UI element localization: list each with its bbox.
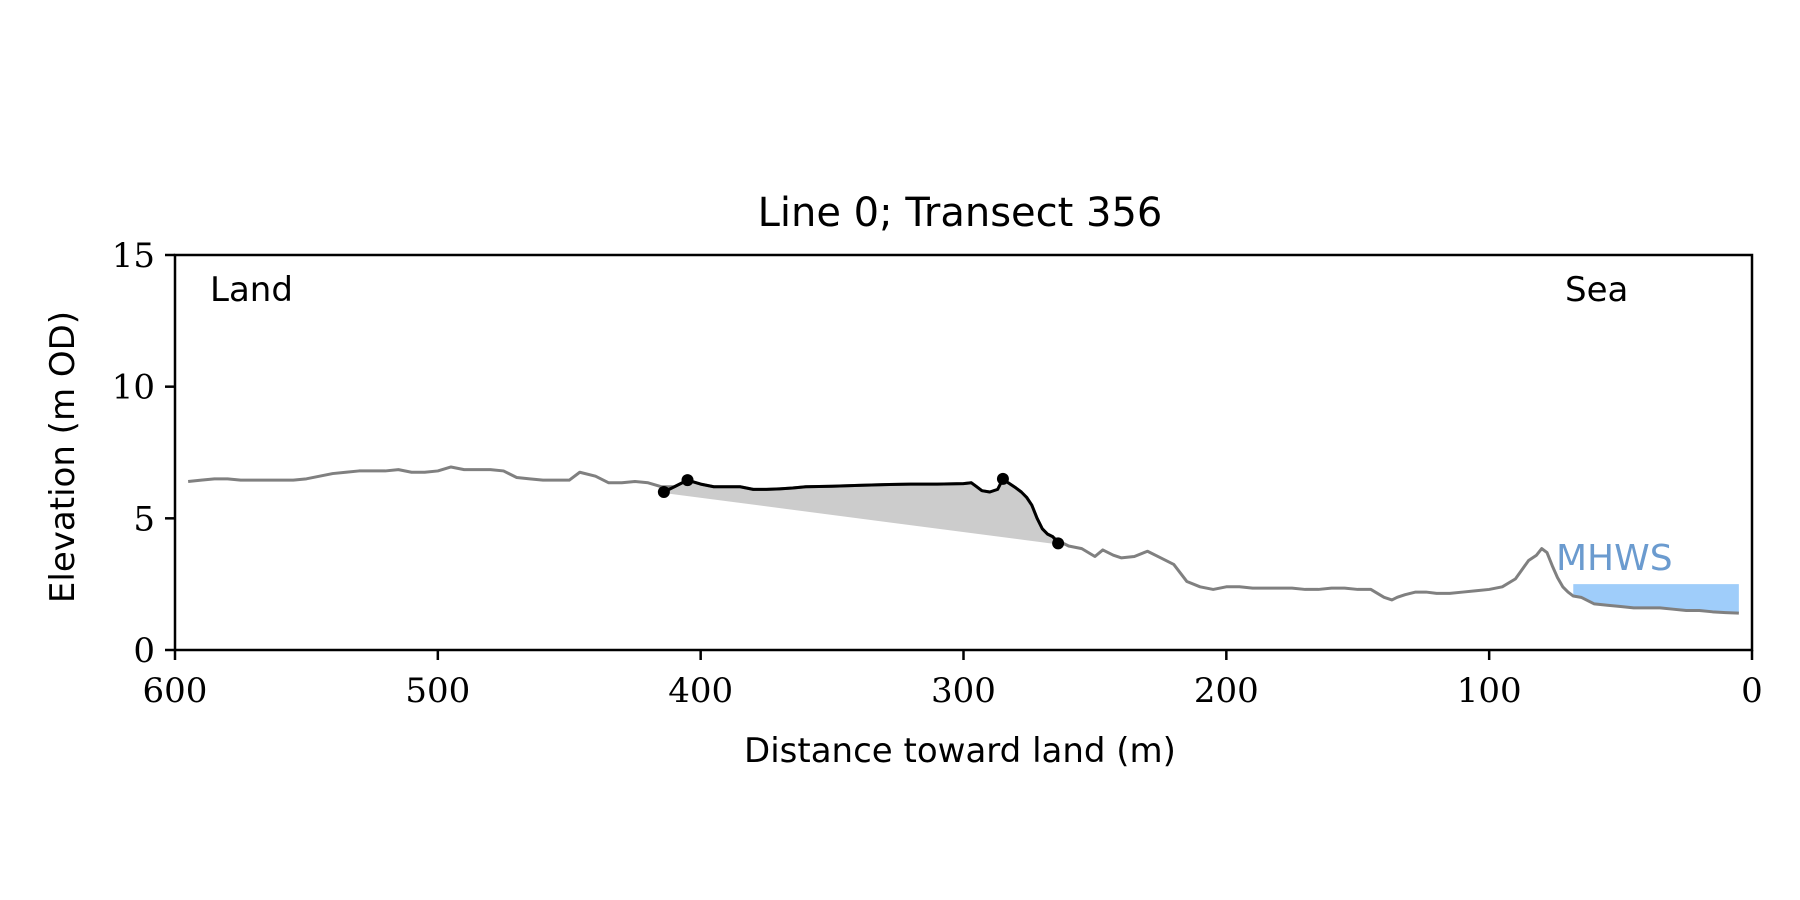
dune-marker-0 — [657, 486, 670, 498]
x-tick-label-600: 600 — [143, 671, 208, 711]
x-tick-label-400: 400 — [668, 671, 733, 711]
marker-layer — [657, 472, 1065, 550]
dune-marker-2 — [996, 472, 1009, 485]
y-axis: 0 5 10 15 — [112, 236, 175, 671]
plot-frame — [173, 253, 1754, 652]
y-tick-label-0: 0 — [133, 631, 155, 671]
dune-volume-fill — [663, 478, 1059, 544]
x-axis-label: Distance toward land (m) — [744, 731, 1176, 771]
dune-marker-1 — [681, 474, 694, 487]
y-axis-label: Elevation (m OD) — [43, 311, 83, 603]
chart-title: Line 0; Transect 356 — [758, 190, 1163, 236]
plot-area — [173, 253, 1754, 652]
dune-marker-3 — [1052, 537, 1065, 550]
dune-line — [663, 477, 1060, 545]
x-tick-label-500: 500 — [405, 671, 470, 711]
x-tick-label-200: 200 — [1194, 671, 1259, 711]
x-tick-label-300: 300 — [931, 671, 996, 711]
x-axis: 600 500 400 300 200 100 0 — [143, 650, 1763, 711]
x-tick-label-0: 0 — [1741, 671, 1763, 711]
y-tick-label-15: 15 — [112, 236, 155, 276]
y-tick-label-10: 10 — [112, 368, 155, 408]
sea-annotation: Sea — [1565, 270, 1628, 310]
line-layer — [187, 465, 1739, 615]
y-tick-label-5: 5 — [133, 499, 155, 539]
dune-toe-line — [663, 491, 1059, 545]
x-tick-label-100: 100 — [1457, 671, 1522, 711]
land-annotation: Land — [210, 270, 293, 310]
mhws-annotation: MHWS — [1556, 538, 1673, 579]
